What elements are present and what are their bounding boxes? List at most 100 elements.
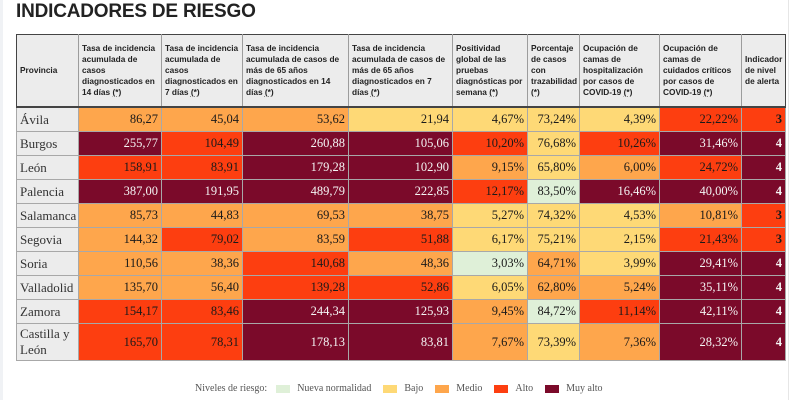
value-cell: 44,83: [161, 203, 243, 228]
value-cell: 40,00%: [659, 179, 742, 204]
legend-item-label: Medio: [456, 383, 483, 394]
column-header-label: Positividad global de las pruebas diagnó…: [456, 43, 523, 97]
value-cell: 29,41%: [659, 251, 742, 276]
value-cell: 9,15%: [452, 155, 528, 180]
value-cell: 45,04: [161, 106, 243, 132]
value-cell: 69,53: [242, 203, 349, 228]
value-cell: 16,46%: [579, 179, 660, 204]
risk-indicators-table: Provincia Tasa de incidencia acumulada de…: [16, 34, 786, 361]
column-header: Tasa de incidencia acumulada de casos di…: [161, 34, 243, 108]
value-cell: 83,50%: [527, 179, 580, 204]
column-header: Tasa de incidencia acumulada de casos de…: [242, 34, 349, 108]
footnote-link[interactable]: (*): [489, 87, 498, 97]
value-cell: 489,79: [242, 179, 349, 204]
value-cell: 83,91: [161, 155, 243, 180]
value-cell: 84,72%: [527, 299, 580, 324]
legend-swatch: [435, 384, 450, 393]
value-cell: 51,88: [348, 227, 453, 252]
column-header: Ocupación de camas de cuidados críticos …: [659, 34, 742, 108]
value-cell: 154,17: [78, 299, 162, 324]
legend-label: Niveles de riesgo:: [195, 383, 268, 394]
value-cell: 11,14%: [579, 299, 660, 324]
legend-item: Muy alto: [545, 383, 603, 394]
legend-item-label: Muy alto: [566, 383, 603, 394]
table-row: Salamanca 85,73 44,83 69,53 38,75 5,27% 74,32%…: [16, 203, 786, 228]
value-cell: 102,90: [348, 155, 453, 180]
value-cell: 6,00%: [579, 155, 660, 180]
province-cell: Segovia: [16, 227, 79, 252]
footnote-link[interactable]: (*): [190, 87, 200, 97]
footnote-link[interactable]: (*): [112, 87, 122, 97]
column-header: Porcentaje de casos con trazabilidad (*): [527, 34, 580, 108]
column-header-label: Provincia: [20, 65, 58, 75]
value-cell: 62,80%: [527, 275, 580, 300]
value-cell: 105,06: [348, 131, 453, 156]
value-cell: 52,86: [348, 275, 453, 300]
value-cell: 3,03%: [452, 251, 528, 276]
column-header: Tasa de incidencia acumulada de casos di…: [78, 34, 162, 108]
table-row: Zamora 154,17 83,46 244,34 125,93 9,45% 84,72%…: [16, 299, 786, 324]
scrollbar[interactable]: [788, 0, 800, 400]
value-cell: 53,62: [242, 106, 349, 132]
value-cell: 31,46%: [659, 131, 742, 156]
page-left-edge: [0, 0, 3, 400]
alert-level-cell: 3: [741, 203, 786, 228]
value-cell: 5,27%: [452, 203, 528, 228]
value-cell: 6,05%: [452, 275, 528, 300]
value-cell: 24,72%: [659, 155, 742, 180]
value-cell: 56,40: [161, 275, 243, 300]
value-cell: 135,70: [78, 275, 162, 300]
alert-level-cell: 4: [741, 179, 786, 204]
table-row: Burgos 255,77 104,49 260,88 105,06 10,20% 76,6…: [16, 131, 786, 156]
value-cell: 21,43%: [659, 227, 742, 252]
value-cell: 4,39%: [579, 106, 660, 132]
legend-item-label: Bajo: [404, 383, 424, 394]
legend-swatch: [383, 384, 398, 393]
table-row: Soria 110,56 38,36 140,68 48,36 3,03% 64,71% 3,…: [16, 251, 786, 276]
table-row: Castilla y León 165,70 78,31 178,13 83,81 7,6…: [16, 323, 786, 361]
value-cell: 10,26%: [579, 131, 660, 156]
page-title: INDICADORES DE RIESGO: [16, 1, 256, 22]
value-cell: 83,81: [348, 323, 453, 361]
value-cell: 178,13: [242, 323, 349, 361]
value-cell: 79,02: [161, 227, 243, 252]
column-header: Ocupación de camas de hospitalización po…: [579, 34, 660, 108]
province-cell: Palencia: [16, 179, 79, 204]
value-cell: 2,15%: [579, 227, 660, 252]
value-cell: 65,80%: [527, 155, 580, 180]
value-cell: 191,95: [161, 179, 243, 204]
legend-item: Alto: [494, 383, 533, 394]
value-cell: 144,32: [78, 227, 162, 252]
column-header-label: Ocupación de camas de cuidados críticos …: [663, 43, 732, 97]
footnote-link[interactable]: (*): [531, 87, 540, 97]
footnote-link[interactable]: (*): [623, 87, 633, 97]
value-cell: 35,11%: [659, 275, 742, 300]
alert-level-cell: 4: [741, 275, 786, 300]
column-header: Indicador de nivel de alerta: [741, 34, 786, 108]
table-row: Ávila 86,27 45,04 53,62 21,94 4,67% 73,24% 4,39…: [16, 106, 786, 132]
alert-level-cell: 4: [741, 131, 786, 156]
value-cell: 6,17%: [452, 227, 528, 252]
value-cell: 7,67%: [452, 323, 528, 361]
value-cell: 110,56: [78, 251, 162, 276]
legend-item: Nueva normalidad: [276, 383, 371, 394]
legend-item: Medio: [435, 383, 482, 394]
value-cell: 165,70: [78, 323, 162, 361]
value-cell: 75,21%: [527, 227, 580, 252]
footnote-link[interactable]: (*): [703, 87, 713, 97]
value-cell: 38,75: [348, 203, 453, 228]
alert-level-cell: 4: [741, 299, 786, 324]
value-cell: 22,22%: [659, 106, 742, 132]
value-cell: 387,00: [78, 179, 162, 204]
legend-item-label: Alto: [515, 383, 534, 394]
value-cell: 9,45%: [452, 299, 528, 324]
table-row: Segovia 144,32 79,02 83,59 51,88 6,17% 75,21% 2…: [16, 227, 786, 252]
value-cell: 28,32%: [659, 323, 742, 361]
legend-swatch: [545, 384, 560, 393]
footnote-link[interactable]: (*): [370, 87, 380, 97]
value-cell: 3,99%: [579, 251, 660, 276]
footnote-link[interactable]: (*): [264, 87, 274, 97]
table-row: Valladolid 135,70 56,40 139,28 52,86 6,05% 62,…: [16, 275, 786, 300]
column-header-label: Tasa de incidencia acumulada de casos di…: [165, 43, 239, 97]
column-header: Positividad global de las pruebas diagnó…: [452, 34, 528, 108]
